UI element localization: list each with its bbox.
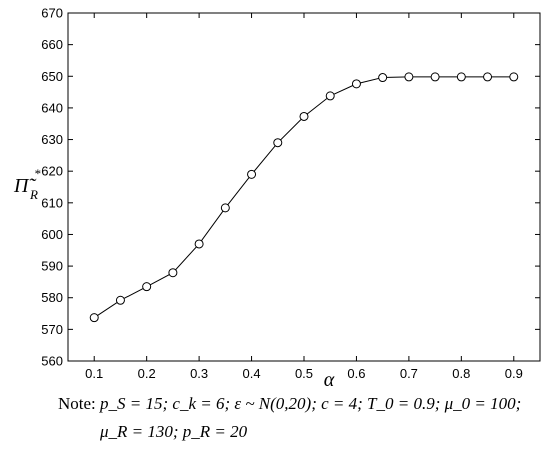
- y-tick-label: 660: [41, 37, 63, 52]
- x-tick-label: 0.6: [347, 366, 365, 381]
- x-tick-label: 0.5: [295, 366, 313, 381]
- x-axis-ticks: 0.1 0.2 0.3 0.4 0.5 0.6 0.7 0.8 0.9: [85, 13, 523, 381]
- data-point: [483, 72, 493, 82]
- data-point: [115, 295, 125, 305]
- y-tick-label: 570: [41, 322, 63, 337]
- chart-note: Note: p_S = 15; c_k = 6; ε ~ N(0,20); c …: [58, 390, 550, 446]
- y-tick-label: 580: [41, 290, 63, 305]
- svg-text:*: *: [34, 166, 41, 181]
- note-label: Note:: [58, 394, 96, 413]
- plot-area: [67, 12, 541, 362]
- x-tick-label: 0.7: [400, 366, 418, 381]
- note-line-1: Note: p_S = 15; c_k = 6; ε ~ N(0,20); c …: [58, 390, 550, 418]
- data-point: [404, 72, 414, 82]
- data-point: [247, 169, 257, 179]
- x-tick-label: 0.1: [85, 366, 103, 381]
- data-point: [351, 79, 361, 89]
- y-axis-ticks: 560 570 580 590 600 610 620 630 640 650 660 670: [41, 6, 540, 369]
- data-point: [168, 268, 178, 278]
- data-point: [194, 239, 204, 249]
- y-tick-label: 650: [41, 69, 63, 84]
- y-tick-label: 620: [41, 164, 63, 179]
- svg-text:R: R: [29, 187, 38, 202]
- y-tick-label: 640: [41, 100, 63, 115]
- y-tick-label: 590: [41, 259, 63, 274]
- data-point: [509, 72, 519, 82]
- line-chart: 0.1 0.2 0.3 0.4 0.5 0.6 0.7 0.8 0.9 560 570 580 590…: [13, 6, 541, 390]
- x-axis-label: α: [324, 369, 335, 390]
- x-tick-label: 0.3: [190, 366, 208, 381]
- data-point: [273, 138, 283, 148]
- y-tick-label: 600: [41, 227, 63, 242]
- data-point: [299, 111, 309, 121]
- note-line-2: μ_R = 130; p_R = 20: [100, 422, 248, 441]
- data-point: [220, 203, 230, 213]
- data-point: [325, 91, 335, 101]
- data-point: [89, 313, 99, 323]
- data-point: [378, 73, 388, 83]
- y-tick-label: 670: [41, 6, 63, 21]
- data-point: [430, 72, 440, 82]
- x-tick-label: 0.2: [138, 366, 156, 381]
- x-tick-label: 0.9: [505, 366, 523, 381]
- y-tick-label: 610: [41, 195, 63, 210]
- data-point: [142, 282, 152, 292]
- x-tick-label: 0.4: [243, 366, 261, 381]
- y-tick-label: 630: [41, 132, 63, 147]
- series: [89, 72, 519, 323]
- note-parameters: p_S = 15; c_k = 6; ε ~ N(0,20); c = 4; T…: [100, 394, 522, 413]
- y-axis-label: Π̃ R *: [13, 166, 41, 202]
- y-tick-label: 560: [41, 354, 63, 369]
- data-point: [456, 72, 466, 82]
- x-tick-label: 0.8: [452, 366, 470, 381]
